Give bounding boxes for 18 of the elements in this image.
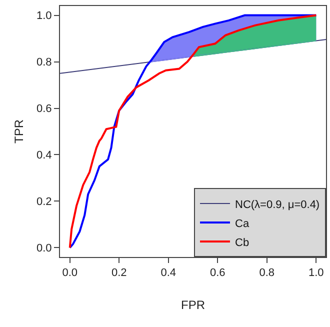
line-series	[68, 14, 318, 249]
legend-label: NC(λ=0.9, μ=0.4)	[235, 198, 320, 211]
y-tick-label: 0.0	[36, 242, 52, 255]
x-tick-label: 0.4	[160, 267, 176, 280]
x-tick-label: 0.8	[259, 267, 275, 280]
y-tick-label: 0.4	[36, 150, 52, 162]
y-tick-label: 0.8	[36, 56, 52, 69]
x-tick-label: 0.2	[111, 267, 127, 280]
x-tick-label: 1.0	[308, 267, 324, 280]
x-tick-label: 0.6	[210, 267, 226, 280]
y-tick-label: 0.6	[36, 103, 52, 116]
legend-label: Cb	[235, 236, 250, 249]
y-tick-label: 1.0	[36, 10, 52, 22]
y-tick-label: 0.2	[36, 196, 52, 208]
x-axis-title: FPR	[181, 298, 206, 312]
y-axis-title: TPR	[12, 119, 26, 144]
x-tick-label: 0.0	[62, 267, 78, 280]
legend-label: Ca	[235, 218, 250, 230]
